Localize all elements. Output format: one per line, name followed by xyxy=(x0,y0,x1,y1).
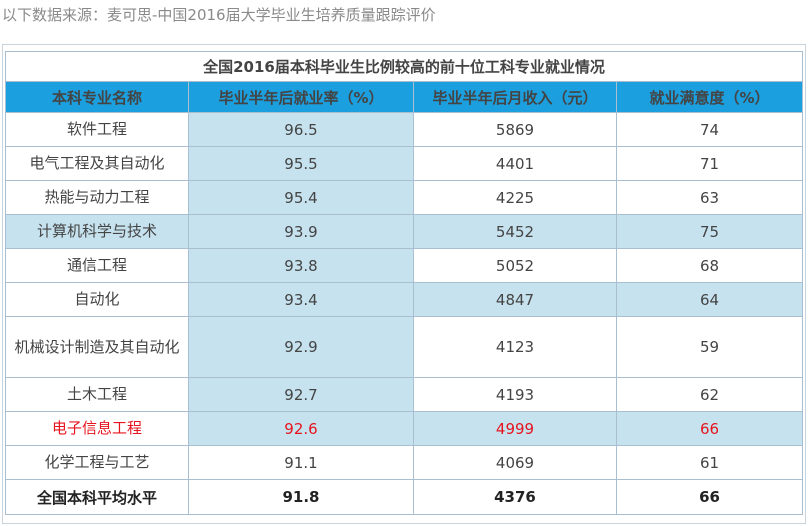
monthly-income-cell: 4225 xyxy=(413,180,617,215)
monthly-income-cell: 5452 xyxy=(413,214,617,249)
monthly-income-cell: 4999 xyxy=(413,411,617,446)
table-row-highlighted: 电子信息工程 92.6 4999 66 xyxy=(5,411,804,446)
employment-rate-cell: 92.6 xyxy=(188,411,414,446)
monthly-income-cell: 4123 xyxy=(413,316,617,378)
satisfaction-cell: 71 xyxy=(615,146,804,181)
table-row: 土木工程 92.7 4193 62 xyxy=(5,377,804,412)
satisfaction-cell: 64 xyxy=(615,282,804,317)
table-row: 热能与动力工程 95.4 4225 63 xyxy=(5,180,804,215)
major-name-cell: 机械设计制造及其自动化 xyxy=(5,316,189,378)
employment-table: 全国2016届本科毕业生比例较高的前十位工科专业就业情况 本科专业名称 毕业半年… xyxy=(4,51,804,515)
table-row: 计算机科学与技术 93.9 5452 75 xyxy=(5,214,804,249)
satisfaction-cell: 63 xyxy=(615,180,804,215)
table-footer-row: 全国本科平均水平 91.8 4376 66 xyxy=(5,479,804,515)
satisfaction-cell: 74 xyxy=(615,112,804,147)
column-header-major: 本科专业名称 xyxy=(5,81,189,113)
footer-employment-rate-cell: 91.8 xyxy=(188,479,414,515)
table-row: 机械设计制造及其自动化 92.9 4123 59 xyxy=(5,316,804,378)
monthly-income-cell: 4193 xyxy=(413,377,617,412)
major-name-cell: 电子信息工程 xyxy=(5,411,189,446)
major-name-cell: 化学工程与工艺 xyxy=(5,445,189,480)
monthly-income-cell: 4847 xyxy=(413,282,617,317)
employment-rate-cell: 93.4 xyxy=(188,282,414,317)
table-row: 电气工程及其自动化 95.5 4401 71 xyxy=(5,146,804,181)
major-name-cell: 自动化 xyxy=(5,282,189,317)
footer-satisfaction-cell: 66 xyxy=(615,479,804,515)
major-name-cell: 土木工程 xyxy=(5,377,189,412)
employment-rate-cell: 95.5 xyxy=(188,146,414,181)
column-header-monthly-income: 毕业半年后月收入（元） xyxy=(413,81,617,113)
table-caption-row: 全国2016届本科毕业生比例较高的前十位工科专业就业情况 xyxy=(4,51,804,82)
satisfaction-cell: 68 xyxy=(615,248,804,283)
satisfaction-cell: 75 xyxy=(615,214,804,249)
table-header-row: 本科专业名称 毕业半年后就业率（%） 毕业半年后月收入（元） 就业满意度（%） xyxy=(5,81,804,113)
footer-name-cell: 全国本科平均水平 xyxy=(5,479,189,515)
employment-rate-cell: 95.4 xyxy=(188,180,414,215)
table-row: 化学工程与工艺 91.1 4069 61 xyxy=(5,445,804,480)
employment-rate-cell: 96.5 xyxy=(188,112,414,147)
satisfaction-cell: 61 xyxy=(615,445,804,480)
satisfaction-cell: 62 xyxy=(615,377,804,412)
major-name-cell: 计算机科学与技术 xyxy=(5,214,189,249)
satisfaction-cell: 66 xyxy=(615,411,804,446)
column-header-employment-rate: 毕业半年后就业率（%） xyxy=(188,81,414,113)
employment-rate-cell: 92.9 xyxy=(188,316,414,378)
source-note: 以下数据来源：麦可思-中国2016届大学毕业生培养质量跟踪评价 xyxy=(2,6,436,24)
major-name-cell: 通信工程 xyxy=(5,248,189,283)
table-row: 自动化 93.4 4847 64 xyxy=(5,282,804,317)
monthly-income-cell: 4401 xyxy=(413,146,617,181)
employment-rate-cell: 91.1 xyxy=(188,445,414,480)
monthly-income-cell: 4069 xyxy=(413,445,617,480)
satisfaction-cell: 59 xyxy=(615,316,804,378)
monthly-income-cell: 5869 xyxy=(413,112,617,147)
employment-rate-cell: 92.7 xyxy=(188,377,414,412)
table-row: 通信工程 93.8 5052 68 xyxy=(5,248,804,283)
employment-rate-cell: 93.8 xyxy=(188,248,414,283)
major-name-cell: 软件工程 xyxy=(5,112,189,147)
major-name-cell: 电气工程及其自动化 xyxy=(5,146,189,181)
table-row: 软件工程 96.5 5869 74 xyxy=(5,112,804,147)
footer-monthly-income-cell: 4376 xyxy=(413,479,617,515)
monthly-income-cell: 5052 xyxy=(413,248,617,283)
table-caption: 全国2016届本科毕业生比例较高的前十位工科专业就业情况 xyxy=(4,51,804,82)
column-header-satisfaction: 就业满意度（%） xyxy=(615,81,804,113)
employment-rate-cell: 93.9 xyxy=(188,214,414,249)
major-name-cell: 热能与动力工程 xyxy=(5,180,189,215)
